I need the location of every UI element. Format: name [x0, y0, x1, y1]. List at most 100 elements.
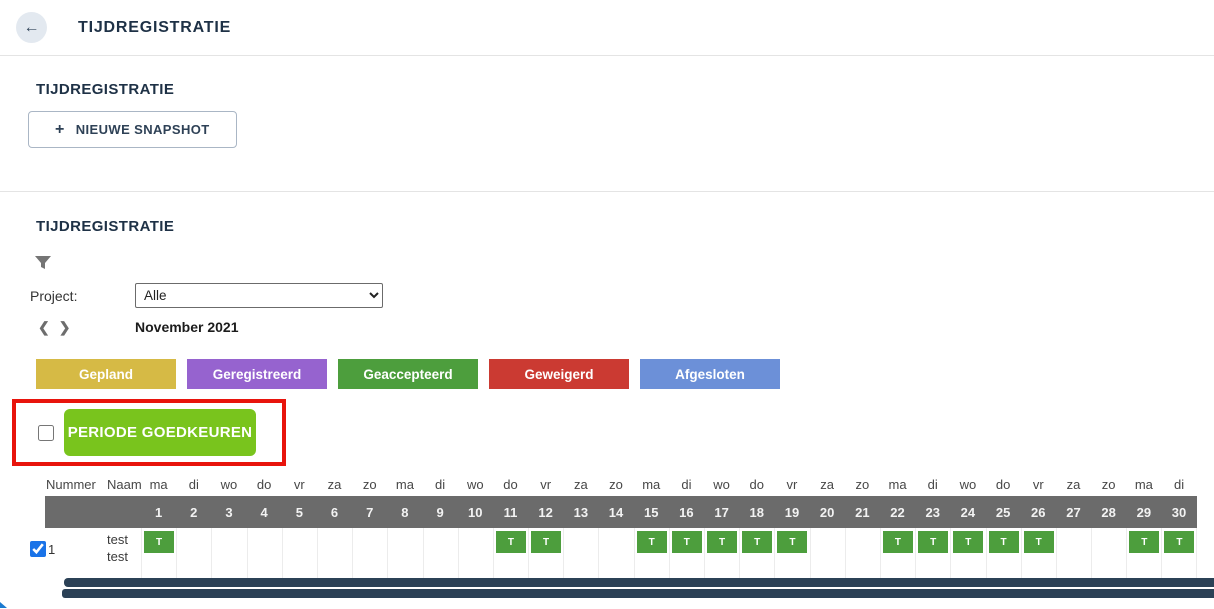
- time-entry-chip[interactable]: T: [1164, 531, 1195, 553]
- time-entry-chip[interactable]: T: [988, 531, 1019, 553]
- corner-artifact: [0, 602, 7, 608]
- day-cell[interactable]: [387, 528, 422, 578]
- next-period-button[interactable]: ❯: [58, 319, 71, 335]
- weekday-label: wo: [713, 477, 730, 492]
- new-snapshot-label: NIEUWE SNAPSHOT: [75, 122, 210, 137]
- day-cell[interactable]: T: [915, 528, 950, 578]
- table-row: 1 test test T T T T T T T T T T T T T T T: [30, 528, 1197, 578]
- time-entry-chip[interactable]: T: [777, 531, 808, 553]
- day-cell[interactable]: [422, 528, 458, 578]
- day-cell[interactable]: [246, 528, 282, 578]
- weekday-label: ma: [149, 477, 168, 492]
- scrollbar-thumb[interactable]: [62, 589, 1214, 598]
- day-cell[interactable]: T: [739, 528, 774, 578]
- day-number: 27: [1066, 504, 1081, 520]
- day-cell[interactable]: [457, 528, 493, 578]
- approve-period-checkbox[interactable]: [38, 424, 54, 441]
- weekday-label: do: [749, 477, 765, 492]
- weekday-label: do: [503, 477, 518, 492]
- weekday-label: vr: [293, 477, 305, 492]
- new-snapshot-button[interactable]: + NIEUWE SNAPSHOT: [28, 111, 237, 148]
- day-number: 3: [225, 504, 233, 520]
- day-number: 20: [819, 504, 835, 520]
- time-entry-chip[interactable]: T: [671, 531, 702, 553]
- time-entry-chip[interactable]: T: [531, 531, 562, 553]
- period-nav-row: ❮ ❯ November 2021: [36, 317, 1214, 337]
- day-cell[interactable]: [563, 528, 598, 578]
- day-number: 23: [925, 504, 940, 520]
- day-cell[interactable]: T: [1161, 528, 1197, 578]
- day-cell[interactable]: T: [774, 528, 809, 578]
- day-cell[interactable]: T: [528, 528, 563, 578]
- weekday-label: di: [188, 477, 199, 492]
- legend-geregistreerd-button[interactable]: Geregistreerd: [187, 359, 327, 389]
- day-cell[interactable]: [844, 528, 880, 578]
- row-checkbox[interactable]: [30, 541, 46, 557]
- day-cell[interactable]: [1055, 528, 1091, 578]
- day-cell[interactable]: T: [879, 528, 915, 578]
- weekday-label: di: [681, 477, 692, 492]
- day-number: 26: [1031, 504, 1046, 520]
- day-cell[interactable]: T: [950, 528, 985, 578]
- time-entry-chip[interactable]: T: [1129, 531, 1160, 553]
- table-horizontal-scrollbar[interactable]: [64, 578, 1214, 587]
- day-cell[interactable]: T: [1126, 528, 1161, 578]
- day-cell[interactable]: T: [492, 528, 528, 578]
- previous-period-button[interactable]: ❮: [38, 319, 50, 335]
- current-month-label: November 2021: [135, 319, 239, 335]
- legend-geweigerd-button[interactable]: Geweigerd: [489, 359, 629, 389]
- day-number: 11: [503, 504, 518, 520]
- project-select[interactable]: Alle: [135, 283, 383, 308]
- legend-geaccepteerd-button[interactable]: Geaccepteerd: [338, 359, 478, 389]
- day-number: 24: [960, 504, 976, 520]
- day-number: 6: [330, 504, 339, 520]
- weekday-label: zo: [1101, 477, 1116, 492]
- page-horizontal-scrollbar[interactable]: [62, 589, 1214, 598]
- time-entry-chip[interactable]: T: [144, 531, 174, 553]
- day-cell[interactable]: [281, 528, 317, 578]
- time-entry-chip[interactable]: T: [636, 531, 667, 553]
- day-cell[interactable]: T: [985, 528, 1021, 578]
- row-nummer-cell: 1: [30, 528, 107, 578]
- weekday-label: do: [256, 477, 272, 492]
- time-entry-chip[interactable]: T: [953, 531, 984, 553]
- day-cell[interactable]: [352, 528, 387, 578]
- status-legend: Gepland Geregistreerd Geaccepteerd Geweiger…: [36, 359, 1214, 389]
- weekday-label: wo: [466, 477, 484, 492]
- weekday-label: wo: [220, 477, 238, 492]
- day-cell[interactable]: [598, 528, 633, 578]
- day-cell[interactable]: [1091, 528, 1126, 578]
- weekday-label: di: [927, 477, 938, 492]
- day-cell[interactable]: [211, 528, 246, 578]
- weekday-label: ma: [642, 477, 661, 492]
- back-button[interactable]: ←: [16, 12, 47, 43]
- day-cell[interactable]: [176, 528, 211, 578]
- funnel-icon: [35, 256, 51, 269]
- weekday-label: ma: [1134, 477, 1153, 492]
- top-header: ← TIJDREGISTRATIE: [0, 0, 1214, 56]
- day-cell[interactable]: T: [668, 528, 704, 578]
- day-cell[interactable]: T: [704, 528, 739, 578]
- day-cell[interactable]: [809, 528, 845, 578]
- time-entry-chip[interactable]: T: [495, 531, 526, 553]
- day-cell[interactable]: T: [1020, 528, 1056, 578]
- weekday-label: do: [995, 477, 1011, 492]
- weekday-label: vr: [786, 477, 798, 492]
- legend-gepland-button[interactable]: Gepland: [36, 359, 176, 389]
- registration-section-heading: TIJDREGISTRATIE: [36, 218, 175, 235]
- day-cell[interactable]: [316, 528, 352, 578]
- plus-icon: +: [55, 120, 65, 138]
- time-entry-chip[interactable]: T: [882, 531, 913, 553]
- legend-afgesloten-button[interactable]: Afgesloten: [640, 359, 780, 389]
- filter-icon[interactable]: [34, 254, 52, 272]
- time-entry-chip[interactable]: T: [742, 531, 773, 553]
- day-cell[interactable]: T: [633, 528, 669, 578]
- time-entry-chip[interactable]: T: [1023, 531, 1054, 553]
- time-entry-chip[interactable]: T: [918, 531, 949, 553]
- day-number: 22: [890, 504, 905, 520]
- time-entry-chip[interactable]: T: [707, 531, 737, 553]
- approve-period-button[interactable]: PERIODE GOEDKEUREN: [64, 409, 256, 456]
- day-cell[interactable]: T: [141, 528, 176, 578]
- day-number: 30: [1171, 504, 1187, 520]
- day-number: 19: [784, 504, 800, 520]
